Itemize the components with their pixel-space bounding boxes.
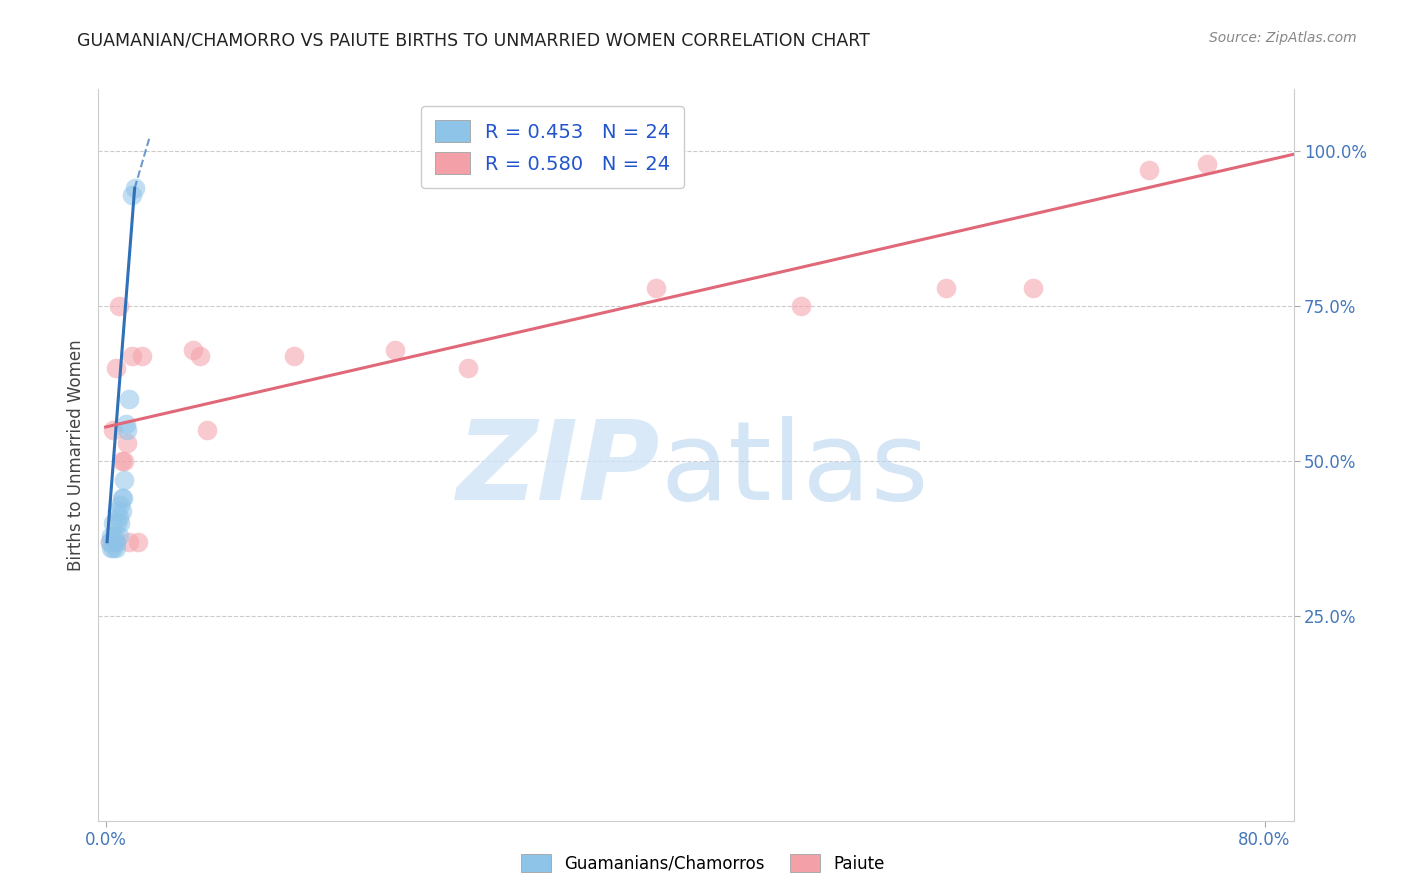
Point bbox=[100, 528, 122, 542]
Point bbox=[110, 491, 132, 506]
Point bbox=[107, 509, 129, 524]
Point bbox=[104, 534, 127, 549]
Point bbox=[107, 528, 129, 542]
Point bbox=[114, 454, 136, 468]
Point bbox=[117, 435, 139, 450]
Point bbox=[1022, 280, 1045, 294]
Point bbox=[118, 534, 141, 549]
Point bbox=[110, 504, 132, 518]
Point bbox=[112, 491, 135, 506]
Point bbox=[103, 528, 125, 542]
Point bbox=[790, 299, 813, 313]
Point bbox=[457, 361, 479, 376]
Point bbox=[105, 504, 128, 518]
Point bbox=[195, 423, 218, 437]
Point bbox=[101, 516, 124, 530]
Point bbox=[104, 361, 127, 376]
Point bbox=[105, 516, 128, 530]
Point bbox=[121, 349, 143, 363]
Point bbox=[101, 423, 124, 437]
Point bbox=[117, 423, 139, 437]
Text: Source: ZipAtlas.com: Source: ZipAtlas.com bbox=[1209, 31, 1357, 45]
Point bbox=[384, 343, 406, 357]
Point bbox=[1137, 162, 1160, 177]
Point bbox=[127, 534, 149, 549]
Point bbox=[124, 181, 146, 195]
Point bbox=[110, 454, 132, 468]
Point bbox=[188, 349, 211, 363]
Point bbox=[98, 534, 121, 549]
Y-axis label: Births to Unmarried Women: Births to Unmarried Women bbox=[66, 339, 84, 571]
Point bbox=[108, 516, 131, 530]
Point bbox=[114, 473, 136, 487]
Point bbox=[935, 280, 957, 294]
Point bbox=[283, 349, 305, 363]
Point bbox=[131, 349, 153, 363]
Legend: R = 0.453   N = 24, R = 0.580   N = 24: R = 0.453 N = 24, R = 0.580 N = 24 bbox=[420, 106, 685, 188]
Point bbox=[118, 392, 141, 406]
Text: ZIP: ZIP bbox=[457, 416, 661, 523]
Point bbox=[181, 343, 204, 357]
Text: atlas: atlas bbox=[661, 416, 928, 523]
Point bbox=[121, 187, 143, 202]
Point bbox=[98, 534, 121, 549]
Text: GUAMANIAN/CHAMORRO VS PAIUTE BIRTHS TO UNMARRIED WOMEN CORRELATION CHART: GUAMANIAN/CHAMORRO VS PAIUTE BIRTHS TO U… bbox=[77, 31, 870, 49]
Point bbox=[645, 280, 668, 294]
Point bbox=[100, 541, 122, 555]
Point bbox=[103, 534, 125, 549]
Point bbox=[104, 534, 127, 549]
Point bbox=[115, 417, 138, 431]
Point bbox=[107, 299, 129, 313]
Point bbox=[108, 498, 131, 512]
Point bbox=[104, 541, 127, 555]
Legend: Guamanians/Chamorros, Paiute: Guamanians/Chamorros, Paiute bbox=[515, 847, 891, 880]
Point bbox=[1195, 156, 1218, 170]
Point bbox=[101, 541, 124, 555]
